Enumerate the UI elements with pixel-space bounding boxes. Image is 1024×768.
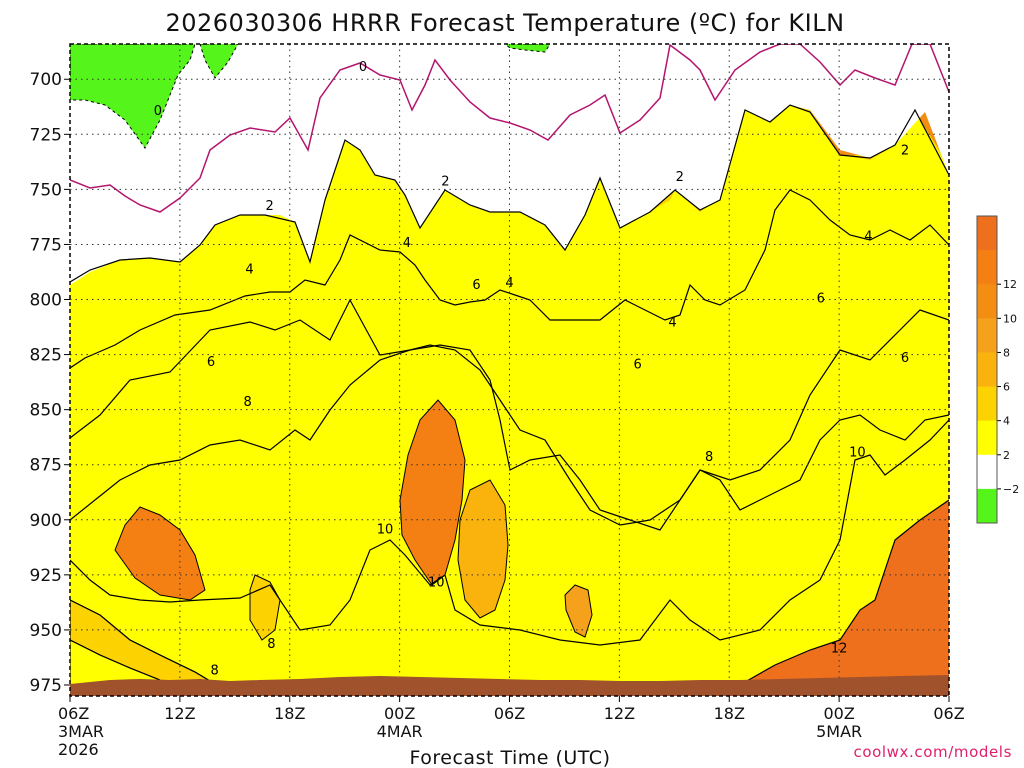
x-tick-label: 00Z bbox=[823, 704, 854, 723]
contour-label: 4 bbox=[864, 230, 872, 245]
contour-label: 10 bbox=[377, 523, 394, 538]
band-below-minus2-mid bbox=[504, 44, 551, 53]
contour-label: 2 bbox=[676, 170, 684, 185]
y-tick-label: 825 bbox=[30, 346, 62, 366]
x-tick-date: 3MAR bbox=[58, 722, 104, 741]
colorbar-segment bbox=[977, 488, 997, 524]
contour-label: 10 bbox=[849, 446, 866, 461]
contour-0-lines bbox=[70, 44, 949, 213]
colorbar-segment bbox=[977, 454, 997, 490]
contour-label: 6 bbox=[817, 291, 825, 306]
x-tick-label: 00Z bbox=[384, 704, 415, 723]
y-tick-label: 875 bbox=[30, 456, 62, 476]
x-tick-year: 2026 bbox=[58, 740, 99, 759]
x-tick-label: 12Z bbox=[604, 704, 635, 723]
colorbar-segment bbox=[977, 216, 997, 251]
colorbar-label: 6 bbox=[1003, 381, 1010, 394]
contour-label: 8 bbox=[705, 450, 713, 465]
x-axis-label: Forecast Time (UTC) bbox=[410, 747, 611, 768]
pocket-below-10-small bbox=[564, 584, 593, 638]
contour-label: 8 bbox=[267, 637, 275, 652]
colorbar-label: 12 bbox=[1003, 278, 1017, 291]
y-tick-label: 950 bbox=[30, 621, 62, 641]
contour-lines bbox=[70, 104, 949, 685]
y-tick-label: 725 bbox=[30, 125, 62, 145]
y-tick-label: 900 bbox=[30, 511, 62, 531]
contour-label: 6 bbox=[901, 351, 909, 366]
contour-label: 2 bbox=[441, 175, 449, 190]
contour-labels: 0 0 2 2 2 2 4 4 4 4 4 6 6 6 6 6 8 8 8 8 10 10 10 12 bbox=[154, 60, 909, 679]
pocket-below-10-center bbox=[457, 479, 509, 619]
band-minus2-to-2 bbox=[70, 44, 949, 285]
x-tick-label: 06Z bbox=[58, 704, 89, 723]
contour-0 bbox=[70, 44, 949, 213]
x-tick-label: 18Z bbox=[274, 704, 305, 723]
x-tick-date: 4MAR bbox=[377, 722, 423, 741]
colorbar: 12 10 8 6 4 2 −2 bbox=[976, 215, 1019, 524]
colorbar-segment bbox=[977, 250, 997, 285]
x-tick-date: 5MAR bbox=[816, 722, 862, 741]
grid bbox=[70, 44, 949, 696]
colorbar-label: 8 bbox=[1003, 346, 1010, 359]
contour-6-lower bbox=[70, 639, 161, 681]
y-tick-label: 975 bbox=[30, 676, 62, 696]
y-tick-label: 700 bbox=[30, 70, 62, 90]
contour-label: 4 bbox=[403, 236, 411, 251]
contour-12 bbox=[744, 499, 949, 683]
y-tick-label: 750 bbox=[30, 180, 62, 200]
colorbar-segment bbox=[977, 352, 997, 388]
colorbar-label: 2 bbox=[1003, 449, 1010, 462]
contour-4 bbox=[70, 189, 949, 369]
plot-area bbox=[70, 44, 949, 696]
contour-6 bbox=[70, 298, 949, 526]
contour-label: 4 bbox=[505, 276, 513, 291]
contour-label: 6 bbox=[634, 357, 642, 372]
y-tick-label: 925 bbox=[30, 566, 62, 586]
core-above-10-center bbox=[399, 399, 466, 586]
contour-8-lower bbox=[70, 599, 216, 685]
x-tick-label: 06Z bbox=[933, 704, 964, 723]
contour-label: 10 bbox=[428, 575, 445, 590]
band-below-minus2-left bbox=[70, 44, 196, 149]
colorbar-segment bbox=[977, 284, 997, 319]
band-2-to-4 bbox=[70, 105, 949, 696]
colorbar-label: 4 bbox=[1003, 415, 1010, 428]
y-tick-label: 850 bbox=[30, 401, 62, 421]
x-tick-label: 18Z bbox=[714, 704, 745, 723]
contour-label: 2 bbox=[901, 144, 909, 159]
x-tick-label: 12Z bbox=[164, 704, 195, 723]
y-tick-label: 775 bbox=[30, 235, 62, 255]
contour-label: 8 bbox=[211, 664, 219, 679]
contour-label: 6 bbox=[472, 278, 480, 293]
contour-label: 12 bbox=[831, 642, 848, 657]
pocket-below-8-left bbox=[249, 574, 281, 641]
colorbar-segment bbox=[977, 318, 997, 353]
x-tick-label: 06Z bbox=[494, 704, 525, 723]
y-tick-label: 800 bbox=[30, 291, 62, 311]
colorbar-segment bbox=[977, 420, 997, 456]
contour-label: 2 bbox=[265, 199, 273, 214]
contour-label: 4 bbox=[668, 316, 676, 331]
core-above-12-right bbox=[745, 500, 949, 682]
contour-label: 8 bbox=[243, 395, 251, 410]
colorbar-segment bbox=[977, 386, 997, 422]
contour-label: 6 bbox=[207, 355, 215, 370]
chart-title: 2026030306 HRRR Forecast Temperature (ºC… bbox=[165, 9, 844, 37]
contour-10 bbox=[70, 419, 949, 646]
colorbar-label: −2 bbox=[1003, 483, 1019, 496]
contour-label: 0 bbox=[154, 104, 162, 119]
core-above-10-left bbox=[114, 506, 206, 601]
contour-label: 0 bbox=[359, 60, 367, 75]
colorbar-label: 10 bbox=[1003, 312, 1017, 325]
contour-label: 4 bbox=[245, 263, 253, 278]
terrain bbox=[70, 675, 949, 696]
y-axis: 700 725 750 775 800 825 850 875 900 925 950 975 bbox=[30, 70, 70, 696]
credit-text: coolwx.com/models bbox=[854, 743, 1013, 761]
band-below-minus2-top bbox=[199, 44, 239, 79]
colorbar-frame bbox=[976, 215, 998, 524]
contour-8 bbox=[70, 344, 949, 531]
contour-2 bbox=[70, 104, 949, 283]
